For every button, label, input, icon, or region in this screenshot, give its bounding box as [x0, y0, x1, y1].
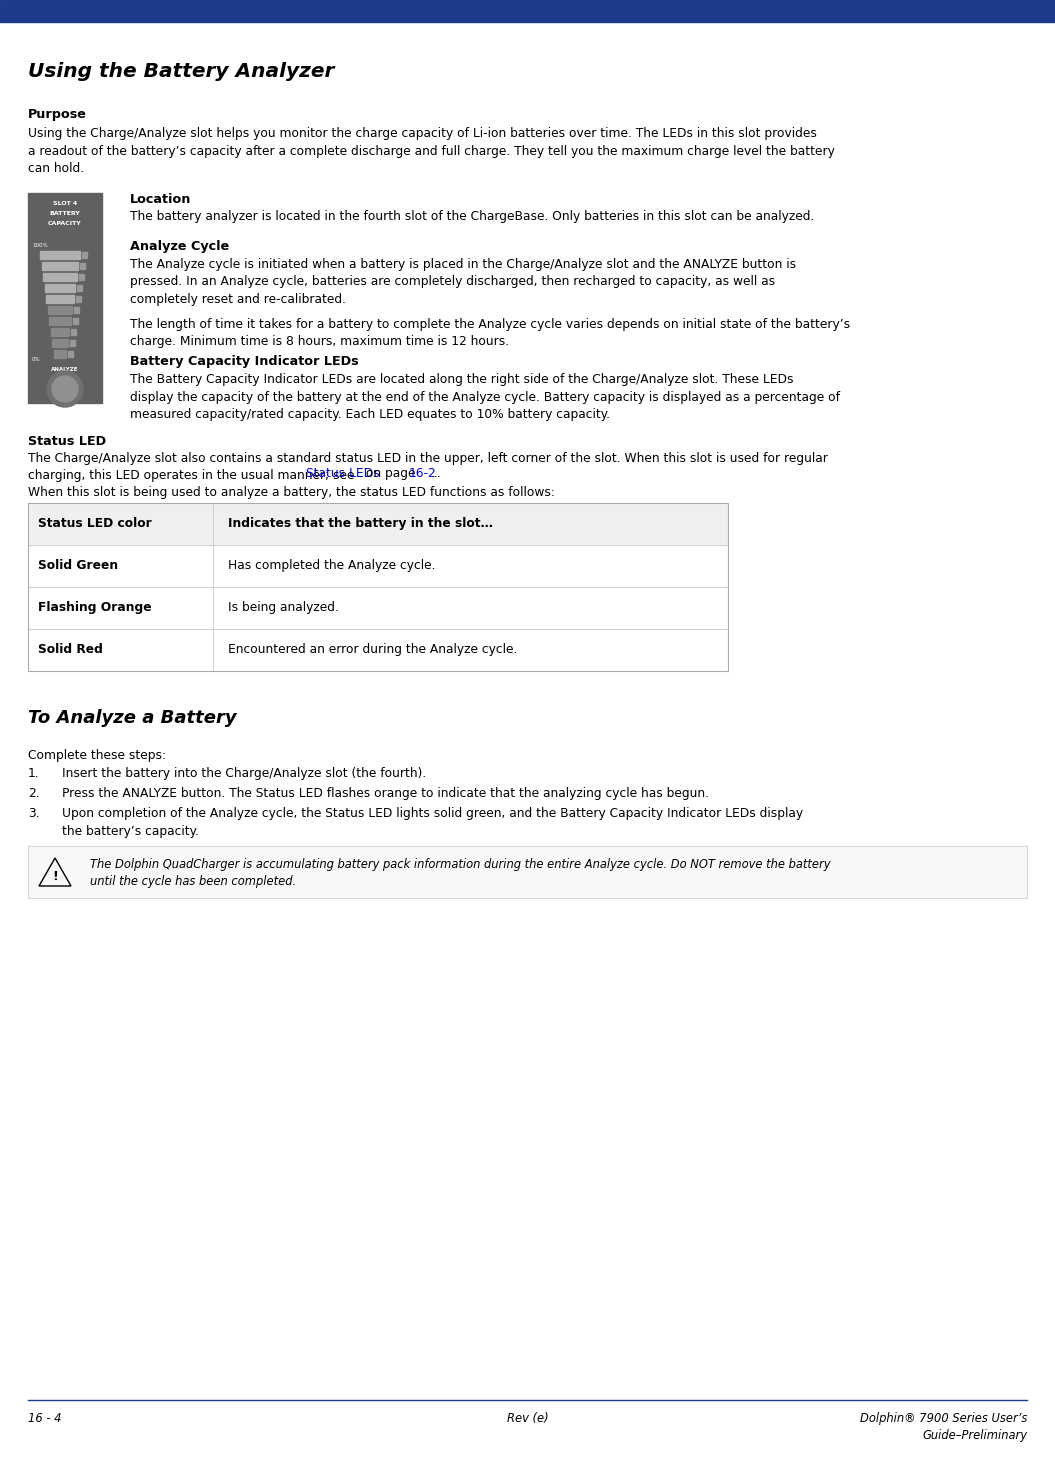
Bar [46, 295, 74, 302]
Bar [28, 504, 728, 671]
Text: The Dolphin QuadCharger is accumulating battery pack information during the enti: The Dolphin QuadCharger is accumulating … [90, 857, 830, 888]
Bar [28, 628, 728, 671]
Bar [28, 192, 102, 404]
Text: Encountered an error during the Analyze cycle.: Encountered an error during the Analyze … [228, 643, 517, 656]
Bar [28, 545, 728, 587]
Text: Analyze Cycle: Analyze Cycle [130, 239, 229, 252]
Text: When this slot is being used to analyze a battery, the status LED functions as f: When this slot is being used to analyze … [28, 486, 555, 499]
Text: ANALYZE: ANALYZE [52, 367, 79, 371]
Text: Dolphin® 7900 Series User’s
Guide–Preliminary: Dolphin® 7900 Series User’s Guide–Prelim… [860, 1412, 1027, 1442]
Text: Flashing Orange: Flashing Orange [38, 600, 152, 614]
Text: Has completed the Analyze cycle.: Has completed the Analyze cycle. [228, 559, 436, 573]
Text: Battery Capacity Indicator LEDs: Battery Capacity Indicator LEDs [130, 355, 359, 368]
Text: Solid Green: Solid Green [38, 559, 118, 573]
Bar [51, 327, 70, 336]
Text: The Battery Capacity Indicator LEDs are located along the right side of the Char: The Battery Capacity Indicator LEDs are … [130, 373, 840, 421]
Bar [54, 349, 66, 358]
Bar [71, 329, 76, 335]
Text: Press the ANALYZE button. The Status LED flashes orange to indicate that the ana: Press the ANALYZE button. The Status LED… [62, 787, 709, 800]
Bar [73, 319, 78, 324]
Text: Solid Red: Solid Red [38, 643, 103, 656]
Text: on page: on page [362, 467, 420, 480]
Text: The Charge/Analyze slot also contains a standard status LED in the upper, left c: The Charge/Analyze slot also contains a … [28, 452, 828, 483]
Bar [41, 261, 78, 270]
Text: 2.: 2. [28, 787, 40, 800]
Text: 1.: 1. [28, 766, 40, 780]
Text: !: ! [52, 871, 58, 884]
Bar [28, 587, 728, 628]
Text: Upon completion of the Analyze cycle, the Status LED lights solid green, and the: Upon completion of the Analyze cycle, th… [62, 807, 803, 838]
Text: The length of time it takes for a battery to complete the Analyze cycle varies d: The length of time it takes for a batter… [130, 319, 850, 348]
Text: Status LED color: Status LED color [38, 517, 152, 530]
Bar [28, 846, 1027, 898]
Text: Indicates that the battery in the slot…: Indicates that the battery in the slot… [228, 517, 493, 530]
Text: SLOT 4: SLOT 4 [53, 201, 77, 206]
Bar [50, 317, 71, 324]
Bar [44, 283, 75, 292]
Bar [40, 251, 80, 258]
Text: 3.: 3. [28, 807, 40, 821]
Text: CAPACITY: CAPACITY [49, 222, 82, 226]
Bar [74, 307, 79, 313]
Text: Status LED: Status LED [28, 435, 107, 448]
Bar [70, 341, 75, 346]
Text: 100%: 100% [32, 244, 47, 248]
Text: Using the Battery Analyzer: Using the Battery Analyzer [28, 62, 334, 81]
Text: Rev (e): Rev (e) [506, 1412, 549, 1425]
Bar [77, 285, 82, 291]
Bar [76, 297, 81, 302]
Text: To Analyze a Battery: To Analyze a Battery [28, 709, 236, 727]
Bar [68, 351, 73, 357]
Text: Complete these steps:: Complete these steps: [28, 749, 166, 762]
Bar [28, 504, 728, 545]
Bar [43, 273, 77, 280]
Bar [80, 263, 85, 269]
Circle shape [52, 376, 78, 402]
Text: 16 - 4: 16 - 4 [28, 1412, 61, 1425]
Bar [79, 275, 84, 280]
Bar [53, 339, 68, 346]
Bar [0, 0, 1055, 22]
Text: ..: .. [434, 467, 442, 480]
Text: Is being analyzed.: Is being analyzed. [228, 600, 339, 614]
Bar [47, 305, 72, 314]
Text: The battery analyzer is located in the fourth slot of the ChargeBase. Only batte: The battery analyzer is located in the f… [130, 210, 814, 223]
Text: Purpose: Purpose [28, 109, 87, 120]
Circle shape [47, 371, 83, 407]
Text: 16-2: 16-2 [409, 467, 437, 480]
Text: Using the Charge/Analyze slot helps you monitor the charge capacity of Li-ion ba: Using the Charge/Analyze slot helps you … [28, 128, 835, 175]
Text: BATTERY: BATTERY [50, 211, 80, 216]
Text: Status LEDs: Status LEDs [306, 467, 380, 480]
Bar [82, 252, 87, 258]
Text: Insert the battery into the Charge/Analyze slot (the fourth).: Insert the battery into the Charge/Analy… [62, 766, 426, 780]
Text: 0%: 0% [32, 357, 41, 363]
Text: The Analyze cycle is initiated when a battery is placed in the Charge/Analyze sl: The Analyze cycle is initiated when a ba… [130, 258, 797, 305]
Text: Location: Location [130, 192, 191, 206]
